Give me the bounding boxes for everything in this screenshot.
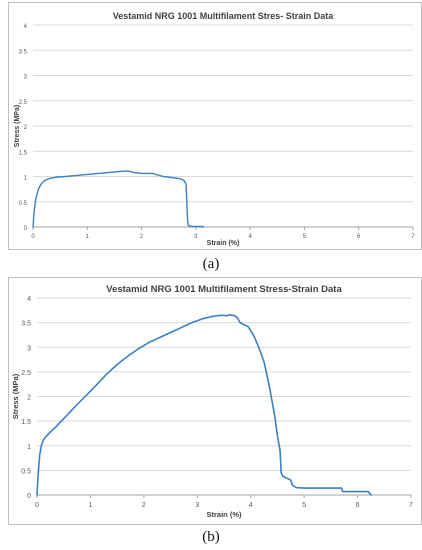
- y-tick-label: 4: [27, 296, 31, 303]
- y-tick-label: 0: [27, 493, 31, 500]
- x-tick-label: 6: [356, 502, 360, 509]
- x-tick-label: 2: [142, 502, 146, 509]
- series-line: [36, 313, 372, 496]
- y-tick-label: 2: [24, 125, 28, 131]
- x-tick-label: 0: [31, 234, 35, 240]
- y-tick-label: 1: [27, 444, 31, 451]
- x-tick-label: 7: [411, 234, 415, 240]
- x-tick-label: 4: [248, 234, 252, 240]
- x-tick-label: 2: [140, 234, 144, 240]
- y-tick-label: 1.5: [19, 150, 28, 156]
- y-tick-label: 2.5: [19, 100, 28, 106]
- x-tick-label: 5: [302, 502, 306, 509]
- x-tick-label: 1: [88, 502, 92, 509]
- x-tick-label: 0: [35, 502, 39, 509]
- series-line: [32, 170, 205, 228]
- caption-a: (a): [202, 256, 220, 272]
- x-tick-label: 5: [303, 234, 307, 240]
- chart-b: Vestamid NRG 1001 Multifilament Stress-S…: [11, 284, 413, 519]
- caption-b: (b): [202, 529, 220, 545]
- y-tick-label: 0: [24, 226, 28, 232]
- y-axis-label: Stress (MPa): [14, 105, 21, 147]
- y-tick-label: 2.5: [21, 370, 31, 377]
- y-tick-label: 1: [24, 176, 28, 182]
- chart-title: Vestamid NRG 1001 Multifilament Stres- S…: [113, 11, 335, 21]
- chart-panel-b: Vestamid NRG 1001 Multifilament Stress-S…: [8, 277, 422, 525]
- y-tick-label: 3.5: [19, 49, 28, 55]
- x-tick-label: 1: [86, 234, 90, 240]
- y-tick-label: 0.5: [21, 468, 31, 475]
- chart-title: Vestamid NRG 1001 Multifilament Stress-S…: [106, 284, 342, 295]
- x-tick-label: 6: [357, 234, 361, 240]
- y-tick-label: 0.5: [19, 201, 28, 207]
- x-axis-label: Strain (%): [206, 510, 242, 519]
- x-tick-label: 7: [409, 502, 413, 509]
- y-tick-label: 3: [24, 75, 28, 81]
- y-tick-label: 3: [27, 345, 31, 352]
- x-tick-label: 3: [194, 234, 198, 240]
- chart-panel-a: Vestamid NRG 1001 Multifilament Stres- S…: [8, 2, 422, 250]
- y-tick-label: 4: [24, 24, 28, 30]
- y-tick-label: 1.5: [21, 419, 31, 426]
- x-axis-label: Strain (%): [207, 240, 240, 247]
- x-tick-label: 4: [249, 502, 253, 509]
- y-axis-label: Stress (MPa): [11, 373, 20, 419]
- y-tick-label: 2: [27, 395, 31, 402]
- x-tick-label: 3: [195, 502, 199, 509]
- chart-a: Vestamid NRG 1001 Multifilament Stres- S…: [14, 11, 415, 247]
- y-tick-label: 3.5: [21, 321, 31, 328]
